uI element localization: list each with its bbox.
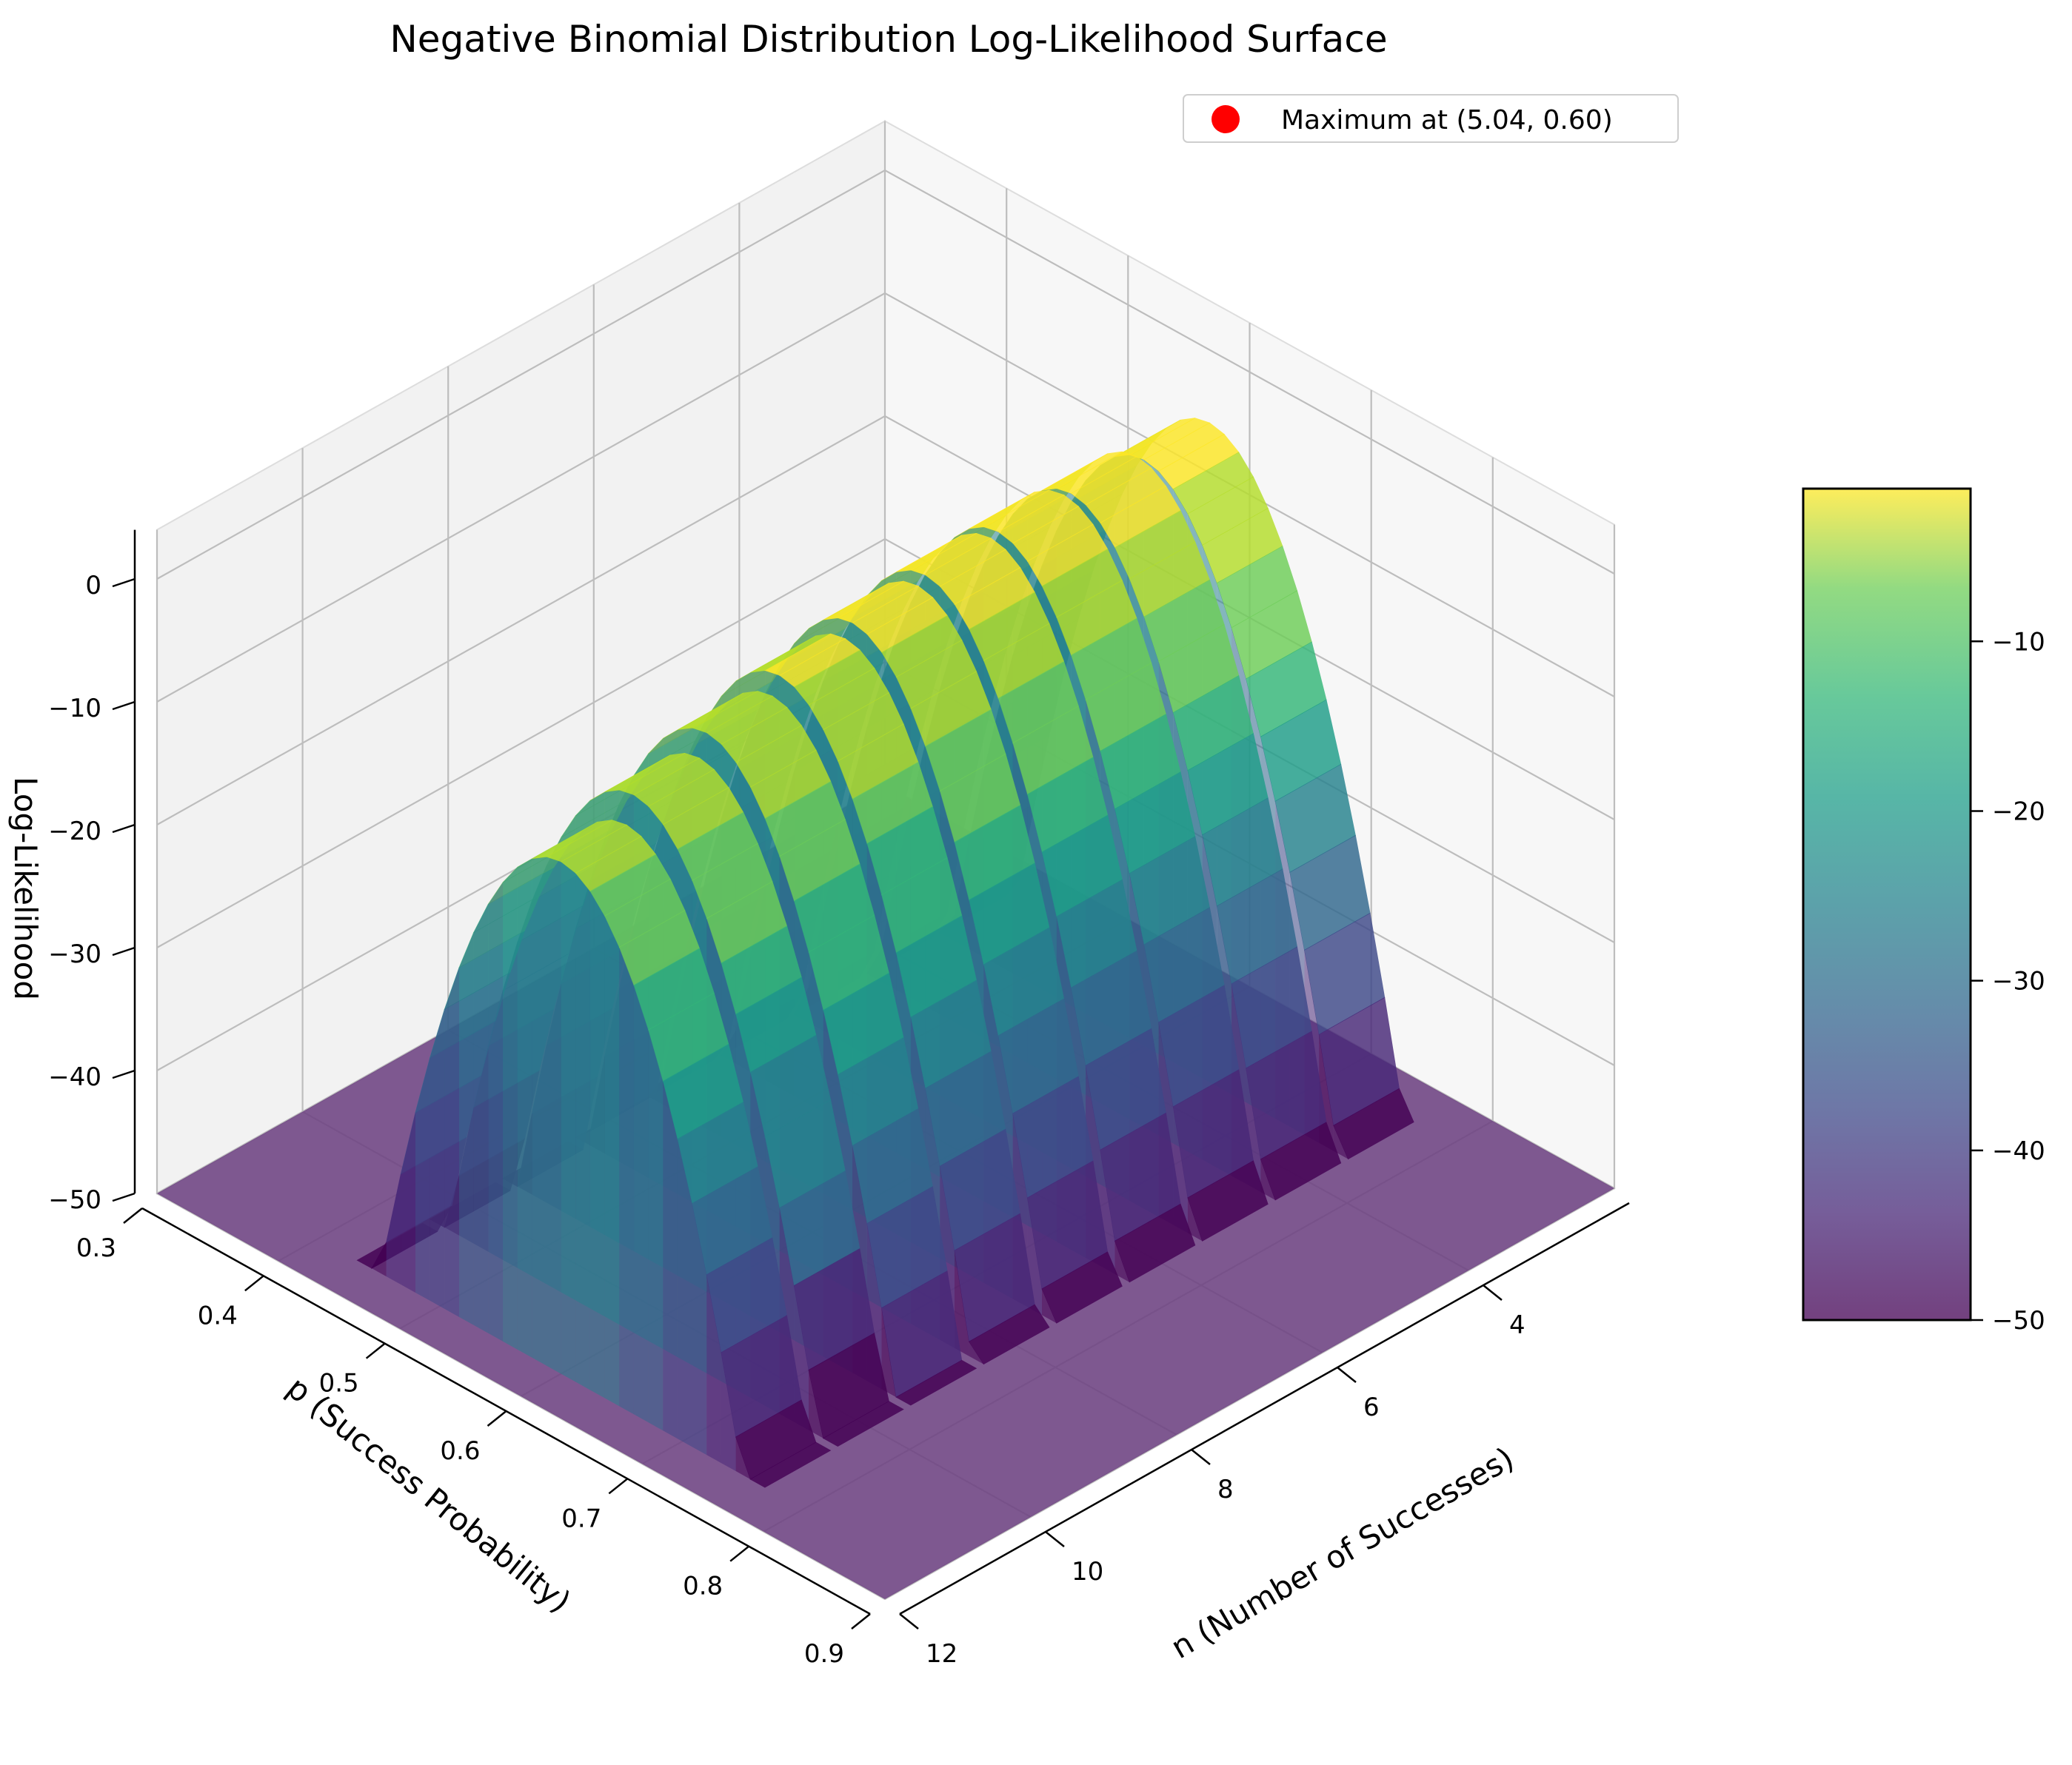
surface-wall	[706, 1274, 721, 1464]
colorbar-tick-label: −10	[1992, 627, 2045, 657]
surface-wall	[547, 857, 561, 1374]
surface-wall	[459, 932, 474, 1325]
surface-wall	[1114, 1241, 1130, 1282]
surface-wall	[633, 985, 649, 1423]
colorbar-tick-label: −30	[1992, 967, 2045, 997]
p-tick-label: 0.6	[440, 1436, 480, 1466]
surface-wall	[881, 1307, 897, 1398]
n-tick-label: 8	[1217, 1475, 1234, 1504]
p-tick	[729, 1545, 749, 1562]
z-tick	[112, 1069, 136, 1079]
legend: Maximum at (5.04, 0.60)	[1183, 94, 1679, 143]
surface-wall	[954, 1250, 969, 1356]
surface-wall	[735, 1436, 751, 1479]
surface-wall	[430, 1009, 445, 1309]
z-tick	[112, 1192, 136, 1202]
n-tick-label: 6	[1363, 1393, 1380, 1422]
x-axis-label: n (Number of Successes)	[1165, 1440, 1520, 1666]
surface-wall	[1187, 1197, 1203, 1242]
p-tick	[244, 1275, 264, 1292]
p-tick	[123, 1208, 143, 1224]
z-tick-label: −50	[48, 1185, 101, 1215]
axes: 0 −10 −20 −30 −40 −50 0.3 0.4 0.5 0.6 0.7 0.8 0.9 4 6 8…	[48, 529, 1630, 1669]
legend-label: Maximum at (5.04, 0.60)	[1281, 105, 1613, 135]
n-tick	[1045, 1531, 1065, 1547]
p-tick-label: 0.5	[319, 1369, 359, 1399]
colorbar-frame	[1802, 487, 1972, 1322]
z-tick	[112, 823, 136, 834]
surface-wall	[969, 1342, 984, 1364]
surface-wall	[488, 882, 503, 1342]
z-tick-label: −10	[48, 694, 101, 723]
surface-wall	[677, 1139, 692, 1447]
n-axis-line	[899, 1202, 1630, 1615]
n-tick-label: 4	[1509, 1310, 1525, 1340]
legend-box	[1183, 94, 1679, 143]
surface-wall	[444, 967, 459, 1317]
z-axis-label: Log-Likelihood	[7, 777, 44, 1000]
p-tick	[365, 1342, 386, 1359]
p-tick	[487, 1410, 507, 1427]
surface-wall	[1333, 1125, 1349, 1159]
surface-wall	[561, 862, 576, 1382]
surface-wall	[619, 947, 634, 1415]
colorbar: −10 −20 −30 −40 −50	[1802, 487, 2045, 1336]
surface-wall	[589, 891, 605, 1399]
surface-wall	[473, 904, 489, 1333]
y-axis-label: p (Success Probability)	[280, 1370, 578, 1620]
surface-wall	[503, 867, 518, 1350]
p-tick-label: 0.9	[804, 1639, 844, 1669]
surface-wall	[1260, 1159, 1276, 1200]
colorbar-tick-label: −20	[1992, 797, 2045, 826]
chart-title: Negative Binomial Distribution Log-Likel…	[390, 18, 1387, 61]
colorbar-ticks: −10 −20 −30 −40 −50	[1971, 627, 2045, 1336]
surface-wall	[401, 1112, 415, 1293]
p-tick-label: 0.7	[561, 1504, 601, 1533]
z-tick	[112, 577, 136, 588]
surface-wall	[532, 857, 547, 1366]
colorbar-tick-label: −50	[1992, 1306, 2045, 1336]
surface-wall	[575, 873, 590, 1390]
surface-wall	[1042, 1288, 1057, 1324]
n-tick-label: 10	[1072, 1557, 1103, 1587]
surface-wall	[663, 1081, 678, 1439]
surface-wall	[809, 1370, 823, 1439]
p-tick-label: 0.4	[198, 1301, 238, 1330]
p-tick	[608, 1478, 629, 1495]
n-tick-label: 12	[926, 1639, 958, 1669]
z-tick	[112, 946, 136, 957]
n-tick	[1337, 1367, 1357, 1383]
z-tick-label: −20	[48, 817, 101, 846]
legend-marker	[1212, 105, 1240, 133]
n-tick	[1191, 1449, 1211, 1465]
n-tick	[1483, 1285, 1503, 1301]
z-tick-label: −30	[48, 940, 101, 969]
z-tick	[112, 700, 136, 711]
z-tick-label: 0	[85, 571, 101, 600]
surface-wall	[415, 1057, 430, 1301]
p-tick-label: 0.8	[683, 1572, 723, 1601]
z-tick-label: −40	[48, 1062, 101, 1092]
surface-wall	[604, 916, 620, 1407]
colorbar-tick-label: −40	[1992, 1136, 2045, 1166]
surface-wall	[372, 1242, 387, 1277]
n-tick	[899, 1613, 919, 1630]
surface-wall	[648, 1030, 664, 1431]
p-tick-label: 0.3	[76, 1233, 116, 1263]
surface-wall	[692, 1203, 707, 1456]
surface-wall	[386, 1173, 401, 1285]
colorbar-gradient	[1803, 489, 1971, 1320]
likelihood-surface	[157, 418, 1614, 1599]
surface-wall	[721, 1352, 736, 1471]
p-tick	[851, 1613, 871, 1630]
surface-wall	[517, 859, 532, 1358]
